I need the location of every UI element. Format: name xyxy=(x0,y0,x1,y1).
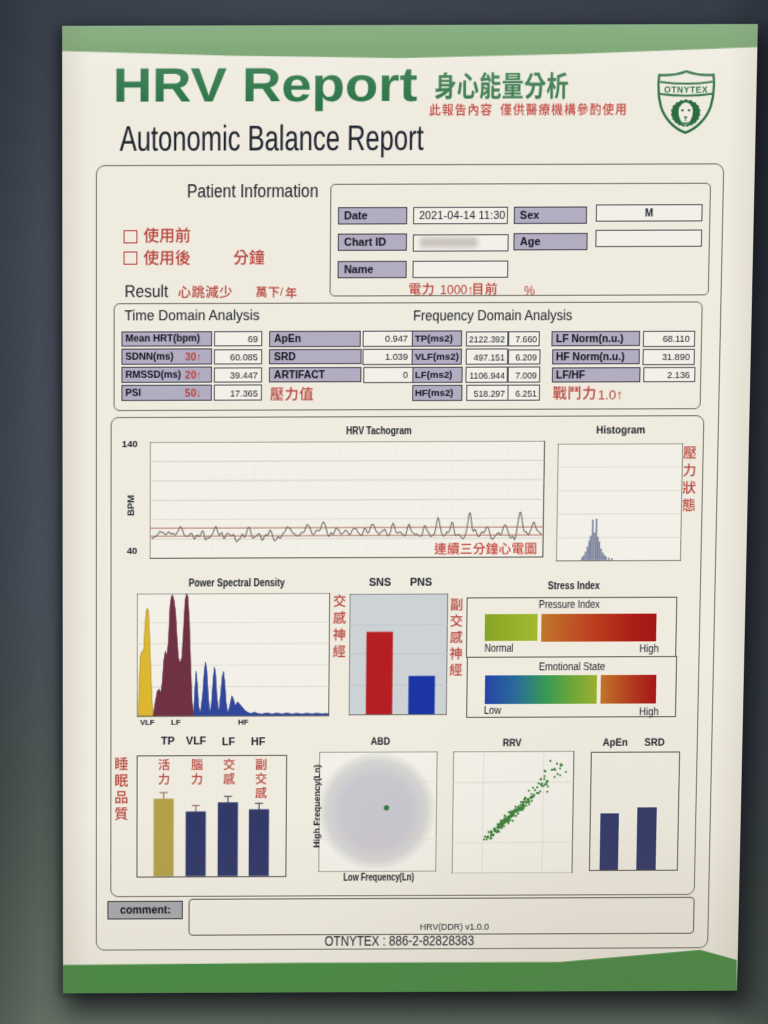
svg-text:OTNYTEX: OTNYTEX xyxy=(664,84,708,94)
